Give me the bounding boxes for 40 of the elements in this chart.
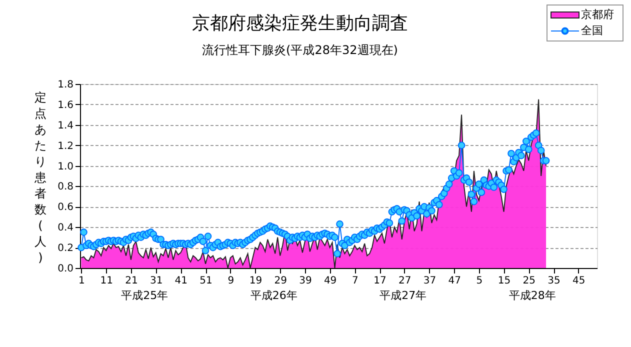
y-tick-label: 0.4: [58, 222, 74, 234]
x-tick-label: 25: [522, 276, 536, 286]
x-tick-label: 19: [249, 276, 262, 286]
y-tick-label: 1.2: [58, 140, 74, 152]
y-tick-label: 0.6: [58, 202, 74, 214]
x-tick-label: 21: [125, 276, 138, 286]
x-tick-label: 27: [398, 276, 412, 286]
x-tick-label: 45: [572, 276, 586, 286]
text: 平成28年: [508, 289, 556, 302]
x-tick-label: 9: [228, 276, 234, 286]
x-tick-label: 51: [200, 276, 212, 286]
x-tick-label: 37: [423, 276, 436, 286]
y-tick-label: 1.8: [58, 80, 74, 90]
x-tick-label: 29: [274, 276, 287, 286]
y-tick-label: 0.0: [58, 264, 74, 274]
x-tick-label: 11: [100, 276, 113, 286]
x-tick-label: 35: [548, 276, 560, 286]
legend-label: 全国: [581, 24, 603, 37]
x-tick-label: 5: [476, 276, 483, 286]
x-tick-label: 49: [324, 276, 337, 286]
y-tick-label: 1.0: [58, 161, 74, 172]
text: 平成27年: [380, 289, 427, 302]
legend-label: 京都府: [581, 8, 614, 21]
text: 平成25年: [121, 289, 168, 302]
x-tick-label: 31: [150, 276, 163, 286]
x-tick-label: 39: [299, 276, 312, 286]
y-tick-label: 1.4: [58, 120, 74, 132]
text: 定点あたり患者数(人): [34, 90, 46, 264]
x-tick-label: 15: [498, 276, 511, 286]
chart-subtitle: 流行性耳下腺炎(平成28年32週現在): [202, 43, 398, 57]
y-tick-label: 0.2: [58, 243, 74, 254]
chart-title: 京都府感染症発生動向調査: [192, 13, 408, 34]
x-tick-label: 41: [174, 276, 188, 286]
x-tick-label: 7: [352, 276, 358, 286]
y-tick-label: 1.6: [58, 100, 74, 111]
text: 平成26年: [250, 289, 298, 302]
y-tick-label: 0.8: [58, 182, 74, 193]
x-tick-label: 1: [78, 276, 85, 286]
x-tick-label: 47: [448, 276, 461, 286]
x-tick-label: 17: [374, 276, 386, 286]
